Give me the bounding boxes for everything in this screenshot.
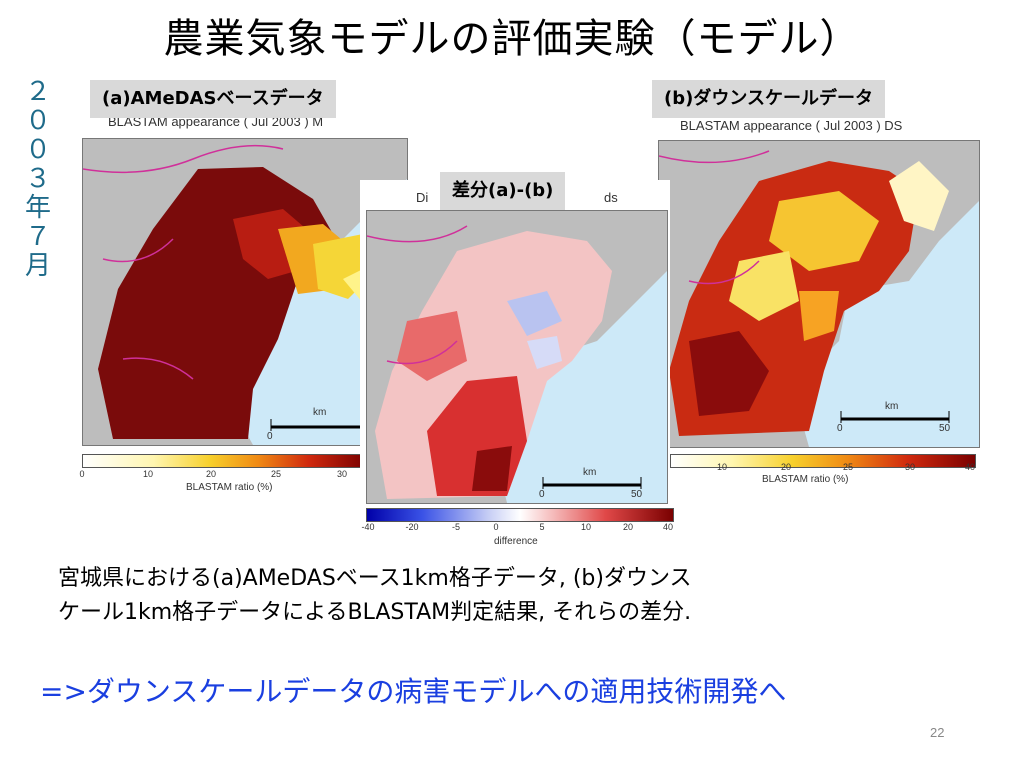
panel-a-colorbar (82, 454, 366, 468)
panel-b-chart-title: BLASTAM appearance ( Jul 2003 ) DS (680, 118, 903, 133)
panel-a-colorbar-ticks: 0 10 20 25 30 (79, 469, 364, 481)
panel-difference-map: km 0 50 (366, 210, 668, 504)
panel-difference-colorbar (366, 508, 674, 522)
date-char: ７ (24, 222, 51, 252)
panel-a-colorbar-label: BLASTAM ratio (%) (186, 482, 273, 493)
description-line-2: ケール1km格子データによるBLASTAM判定結果, それらの差分. (58, 600, 692, 625)
colorbar-tick: 20 (205, 469, 217, 479)
panel-b-scale-end: 50 (939, 423, 951, 434)
slide-title: 農業気象モデルの評価実験（モデル） (163, 16, 861, 62)
panel-difference-title-right: ds (604, 190, 618, 205)
conclusion-text: =>ダウンスケールデータの病害モデルへの適用技術開発へ (40, 675, 787, 708)
panel-a-scale-start: 0 (267, 431, 273, 442)
colorbar-tick: 10 (142, 469, 154, 479)
colorbar-tick: -20 (405, 522, 419, 532)
date-char: ０ (24, 135, 51, 165)
panel-b-colorbar-label: BLASTAM ratio (%) (762, 474, 849, 485)
date-char: 月 (24, 251, 51, 281)
colorbar-tick: 40 (964, 462, 976, 472)
panel-difference-colorbar-label: difference (494, 536, 538, 547)
description-line-1: 宮城県における(a)AMeDASベース1km格子データ, (b)ダウンス (58, 566, 692, 591)
panel-difference-scale-end: 50 (631, 489, 643, 500)
description-text: 宮城県における(a)AMeDASベース1km格子データ, (b)ダウンス ケール… (58, 562, 958, 630)
colorbar-tick: 30 (336, 469, 348, 479)
panel-a-scale-label: km (313, 407, 327, 418)
colorbar-tick: 25 (842, 462, 854, 472)
colorbar-tick: 0 (79, 469, 85, 479)
colorbar-tick: -40 (361, 522, 375, 532)
slide-number: 22 (930, 725, 945, 740)
panel-difference-title-left: Di (416, 190, 429, 205)
colorbar-tick: 10 (580, 522, 592, 532)
panel-b-colorbar-ticks: 10 20 25 30 40 (670, 462, 976, 474)
panel-b-scale-label: km (885, 401, 899, 412)
panel-b-colorbar (670, 454, 976, 468)
panel-b-scale-start: 0 (837, 423, 843, 434)
panel-difference-caption: 差分(a)-(b) (440, 172, 566, 210)
colorbar-tick: -5 (451, 522, 461, 532)
date-char: 年 (24, 193, 51, 223)
date-char: ３ (24, 164, 51, 194)
vertical-date-label: ２ ０ ０ ３ 年 ７ 月 (18, 78, 58, 281)
colorbar-tick: 25 (270, 469, 282, 479)
date-char: ２ (24, 77, 51, 107)
colorbar-tick: 20 (780, 462, 792, 472)
colorbar-tick: 40 (662, 522, 674, 532)
panel-b-caption: (b)ダウンスケールデータ (652, 80, 885, 118)
panel-difference-scale-label: km (583, 467, 597, 478)
date-char: ０ (24, 106, 51, 136)
colorbar-tick: 0 (493, 522, 499, 532)
colorbar-tick: 20 (622, 522, 634, 532)
colorbar-tick: 30 (904, 462, 916, 472)
panel-a-caption: (a)AMeDASベースデータ (90, 80, 336, 118)
colorbar-tick: 5 (539, 522, 545, 532)
panel-difference-colorbar-ticks: -40 -20 -5 0 5 10 20 40 (361, 522, 674, 534)
panel-b-map: km 0 50 (658, 140, 980, 448)
panel-difference-scale-start: 0 (539, 489, 545, 500)
colorbar-tick: 10 (716, 462, 728, 472)
